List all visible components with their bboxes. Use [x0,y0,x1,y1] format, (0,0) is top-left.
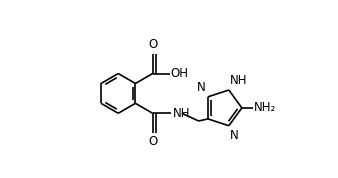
Text: O: O [148,135,157,148]
Text: NH: NH [172,107,190,120]
Text: NH₂: NH₂ [254,101,276,114]
Text: NH: NH [230,74,247,87]
Text: OH: OH [171,67,189,80]
Text: N: N [230,129,239,142]
Text: O: O [148,38,157,51]
Text: N: N [197,81,206,94]
